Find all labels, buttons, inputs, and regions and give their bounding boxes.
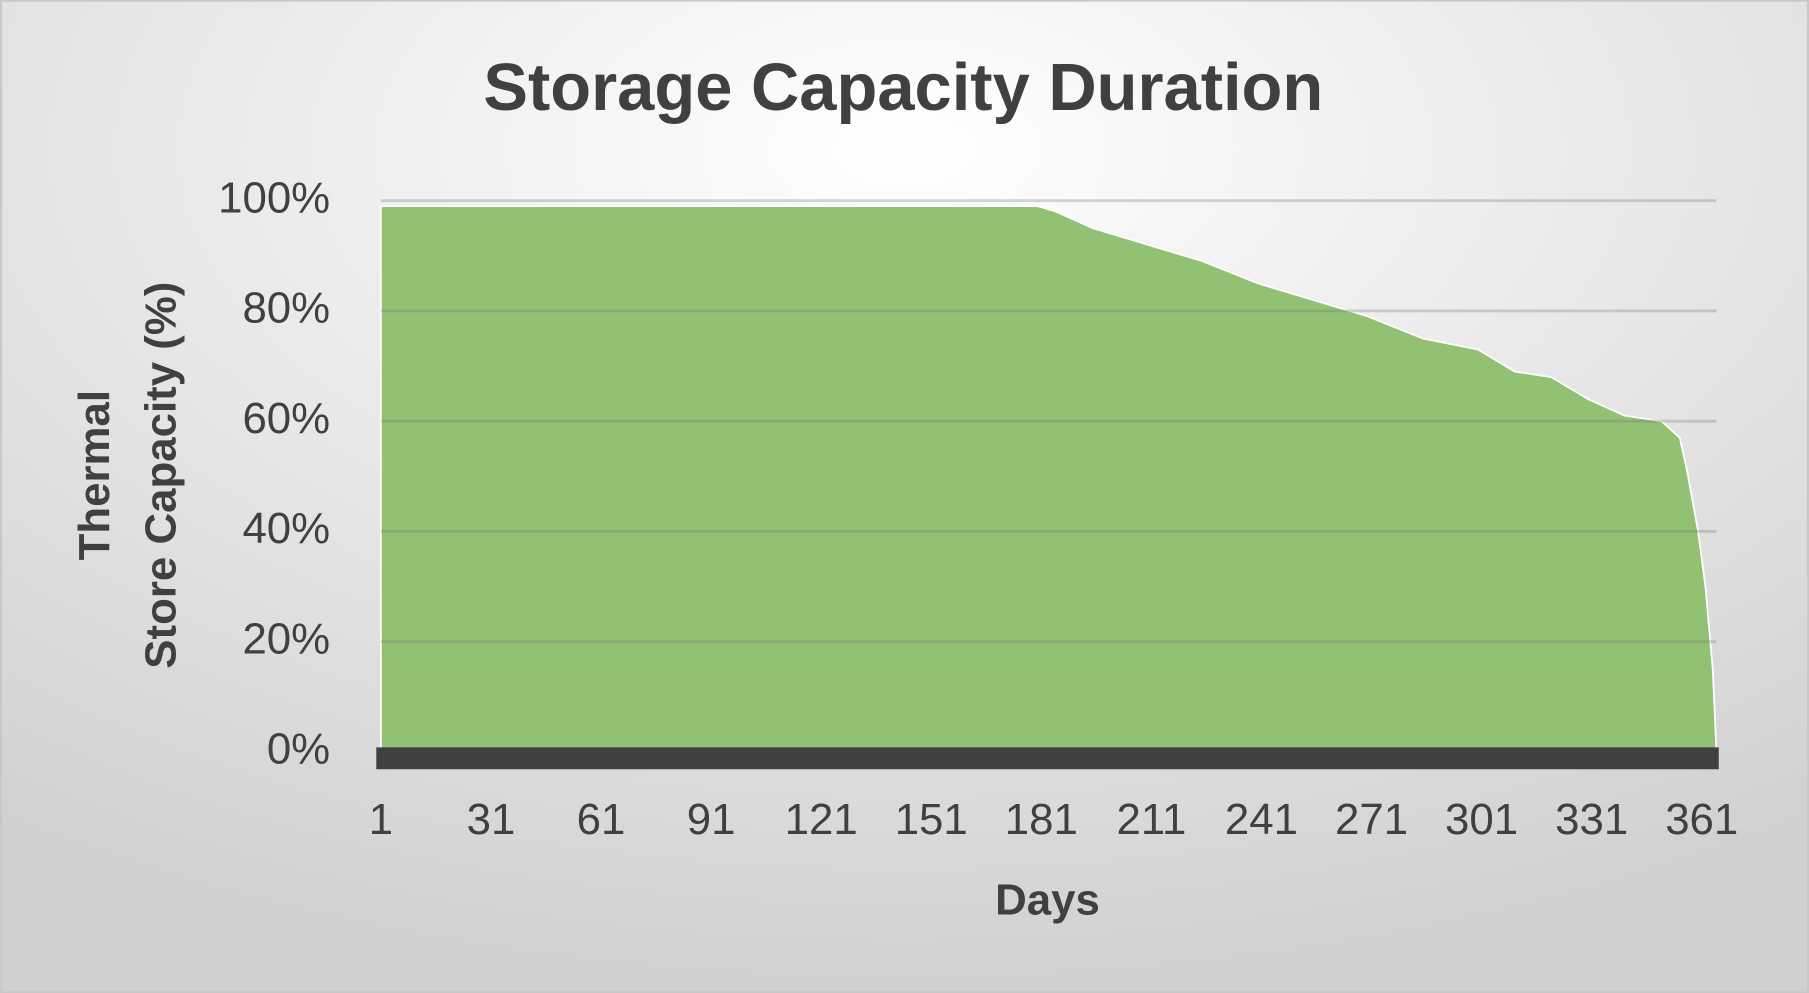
x-tick-label: 91 xyxy=(687,795,736,844)
x-tick-label: 271 xyxy=(1335,795,1408,844)
x-axis-title: Days xyxy=(995,876,1100,925)
y-tick-label: 80% xyxy=(242,284,330,333)
y-axis-title: Thermal xyxy=(70,390,119,560)
x-tick-label: 331 xyxy=(1555,795,1628,844)
y-axis-title: Store Capacity (%) xyxy=(137,282,186,669)
chart-title: Storage Capacity Duration xyxy=(483,50,1323,125)
x-tick-label: 1 xyxy=(369,795,393,844)
x-tick-label: 121 xyxy=(785,795,858,844)
area xyxy=(380,205,1718,753)
x-tick-label: 241 xyxy=(1225,795,1298,844)
x-tick-label: 301 xyxy=(1445,795,1518,844)
y-tick-label: 20% xyxy=(242,614,330,663)
x-tick-label: 181 xyxy=(1005,795,1078,844)
y-tick-label: 40% xyxy=(242,504,330,553)
y-tick-label: 100% xyxy=(218,173,330,222)
x-tick-label: 361 xyxy=(1665,795,1738,844)
y-tick-label: 0% xyxy=(267,725,330,774)
x-tick-label: 151 xyxy=(895,795,968,844)
x-axis-line xyxy=(376,747,1719,770)
x-tick-label: 31 xyxy=(467,795,516,844)
x-tick-label: 211 xyxy=(1116,795,1186,844)
y-tick-label: 60% xyxy=(242,394,330,443)
x-tick-label: 61 xyxy=(577,795,626,844)
